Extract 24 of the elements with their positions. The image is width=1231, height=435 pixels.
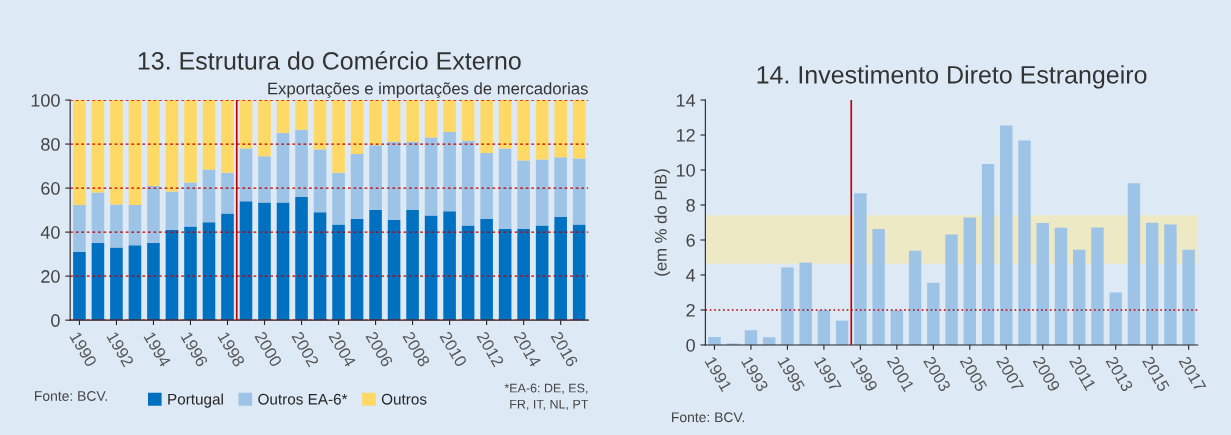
legend-label: Portugal [168,393,223,408]
y-tick-label: 20 [41,270,60,283]
legend-label: Outros EA-6* [258,393,348,405]
y-tick-label: 4 [686,269,696,282]
chart-title: 13. Estrutura do Comércio Externo [138,51,521,70]
y-tick-label: 10 [676,163,695,177]
source-note: Fonte: BCV. [672,412,745,423]
y-tick-label: 80 [41,138,60,151]
y-tick-label: 6 [686,233,695,247]
y-tick-label: 60 [41,182,60,195]
y-tick-label: 0 [51,314,60,327]
y-tick-label: 14 [676,94,696,107]
legend-label: Outros [381,393,427,405]
y-tick-label: 12 [676,128,695,142]
y-tick-label: 2 [686,303,695,317]
y-axis-title: (em % do PIB) [654,169,670,276]
text: *EA-6: DE, ES, FR, IT, NL, PT [504,383,589,411]
y-tick-label: 100 [31,93,60,107]
y-tick-label: 0 [686,338,695,352]
y-tick-label: 8 [686,198,695,212]
chart-subtitle: Exportações e importações de mercadorias [268,82,588,98]
source-note: Fonte: BCV. [35,391,107,401]
y-tick-label: 40 [40,226,60,239]
chart-title: 14. Investimento Direto Estrangeiro [757,65,1147,89]
